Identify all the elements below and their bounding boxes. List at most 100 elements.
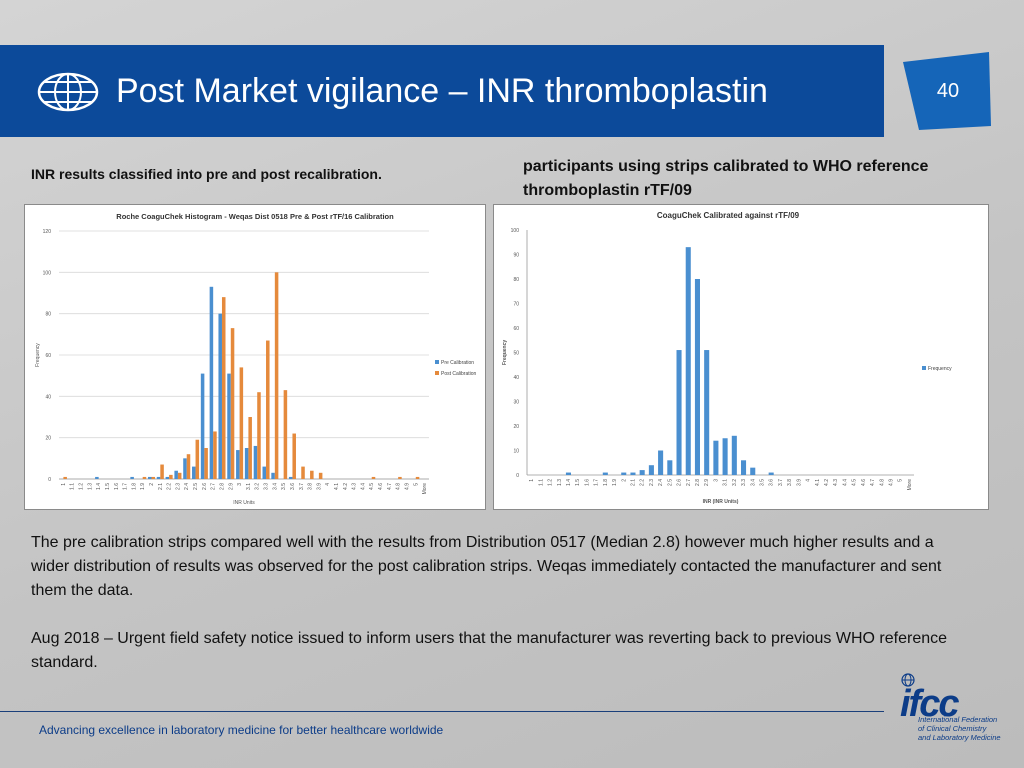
- x-tick-label: 4.5: [369, 483, 375, 490]
- x-tick-label: 4.9: [404, 483, 410, 490]
- y-tick-label: 0: [48, 477, 51, 483]
- bar-frequency: [648, 465, 654, 475]
- x-tick-label: 3.5: [759, 479, 765, 486]
- x-tick-label: 2: [621, 479, 627, 482]
- y-tick-label: 20: [45, 436, 51, 442]
- y-tick-label: 10: [513, 449, 519, 455]
- x-tick-label: 4.5: [852, 479, 858, 486]
- x-tick-label: 2.3: [649, 479, 655, 486]
- bar-frequency: [694, 279, 700, 475]
- bar-post-calibration: [204, 448, 208, 479]
- bar-post-calibration: [151, 476, 156, 479]
- globe-icon: [37, 72, 99, 112]
- x-tick-label: 1.4: [566, 479, 572, 486]
- x-tick-label: 4.2: [824, 479, 830, 486]
- bar-frequency: [667, 460, 673, 475]
- y-tick-label: 100: [511, 228, 520, 234]
- x-axis-label: INR Units: [233, 500, 255, 506]
- x-tick-label: 1.5: [575, 479, 581, 486]
- x-tick-label: 4: [325, 483, 331, 486]
- x-tick-label: 4.8: [879, 479, 885, 486]
- bar-post-calibration: [142, 476, 147, 479]
- x-tick-label: 3.6: [290, 483, 296, 490]
- body-paragraph-1: The pre calibration strips compared well…: [31, 534, 942, 599]
- bar-frequency: [658, 450, 664, 475]
- y-tick-label: 70: [513, 302, 519, 308]
- x-tick-label: 4.4: [360, 483, 366, 490]
- x-tick-label: 1.1: [70, 483, 76, 490]
- x-tick-label: 2.1: [158, 483, 164, 490]
- bar-pre-calibration: [192, 466, 196, 479]
- left-chart-panel: Roche CoaguChek Histogram - Weqas Dist 0…: [24, 204, 486, 510]
- bar-post-calibration: [266, 340, 270, 479]
- x-tick-label: 2.4: [184, 483, 190, 490]
- x-tick-label: 2.5: [667, 479, 673, 486]
- bar-frequency: [621, 472, 627, 475]
- bar-pre-calibration: [165, 476, 170, 479]
- bar-post-calibration: [160, 464, 164, 479]
- x-tick-label: 3.4: [750, 479, 756, 486]
- footer-divider: [0, 711, 884, 712]
- bar-pre-calibration: [218, 313, 222, 479]
- x-tick-label: 1.7: [594, 479, 600, 486]
- bar-frequency: [731, 435, 737, 475]
- legend-label: Post Calibration: [441, 371, 477, 377]
- x-tick-label: 1.2: [79, 483, 85, 490]
- bar-frequency: [722, 438, 728, 475]
- bar-post-calibration: [169, 474, 173, 479]
- legend-swatch: [435, 360, 439, 364]
- page-badge-shape: [903, 52, 991, 130]
- bar-pre-calibration: [183, 458, 187, 479]
- header-bar: [0, 45, 884, 137]
- bar-pre-calibration: [253, 445, 258, 479]
- x-tick-label: 3.2: [255, 483, 261, 490]
- x-tick-label: 4.3: [352, 483, 358, 490]
- x-tick-label: 3.7: [778, 479, 784, 486]
- x-tick-label: 1.3: [87, 483, 93, 490]
- bar-post-calibration: [371, 476, 376, 479]
- x-tick-label: 3.8: [308, 483, 314, 490]
- x-tick-label: 2.2: [640, 479, 646, 486]
- x-tick-label: 3.3: [741, 479, 747, 486]
- x-tick-label: 2.9: [228, 483, 234, 490]
- x-tick-label: 1.3: [557, 479, 563, 486]
- bar-post-calibration: [257, 392, 261, 479]
- y-tick-label: 30: [513, 400, 519, 406]
- x-tick-label: 2.5: [193, 483, 199, 490]
- x-tick-label: 3.7: [299, 483, 305, 490]
- y-tick-label: 40: [45, 394, 51, 400]
- x-tick-label: 2.2: [167, 483, 173, 490]
- body-paragraph-2: Aug 2018 – Urgent field safety notice is…: [31, 630, 948, 671]
- x-tick-label: 2.3: [175, 483, 181, 490]
- bar-post-calibration: [248, 417, 252, 479]
- x-tick-label: 2.7: [211, 483, 217, 490]
- x-tick-label: 3.2: [732, 479, 738, 486]
- bar-frequency: [713, 440, 719, 475]
- x-tick-label: 4.9: [888, 479, 894, 486]
- y-tick-label: 0: [516, 473, 519, 479]
- x-tick-label: 4.4: [842, 479, 848, 486]
- bar-post-calibration: [221, 297, 226, 479]
- x-tick-label: 1.7: [123, 483, 129, 490]
- y-tick-label: 100: [43, 270, 52, 276]
- x-tick-label: 4.1: [334, 483, 340, 490]
- x-tick-label: 3.1: [723, 479, 729, 486]
- x-tick-label: 1.8: [131, 483, 137, 490]
- x-tick-label: 3.6: [769, 479, 775, 486]
- bar-post-calibration: [310, 470, 314, 479]
- ifcc-logo: [901, 673, 915, 687]
- bar-post-calibration: [186, 454, 191, 479]
- bar-pre-calibration: [156, 476, 161, 479]
- bar-pre-calibration: [236, 450, 240, 479]
- x-tick-label: 3.1: [246, 483, 252, 490]
- y-tick-label: 40: [513, 375, 519, 381]
- chart-title: CoaguChek Calibrated against rTF/09: [657, 211, 800, 220]
- x-tick-label: More: [422, 483, 428, 495]
- x-tick-label: 1.2: [548, 479, 554, 486]
- y-tick-label: 60: [45, 353, 51, 359]
- x-tick-label: 5: [898, 479, 904, 482]
- y-tick-label: 80: [513, 277, 519, 283]
- chart-title: Roche CoaguChek Histogram - Weqas Dist 0…: [116, 212, 394, 221]
- x-tick-label: 4: [806, 479, 812, 482]
- left-histogram-chart: Roche CoaguChek Histogram - Weqas Dist 0…: [35, 212, 477, 506]
